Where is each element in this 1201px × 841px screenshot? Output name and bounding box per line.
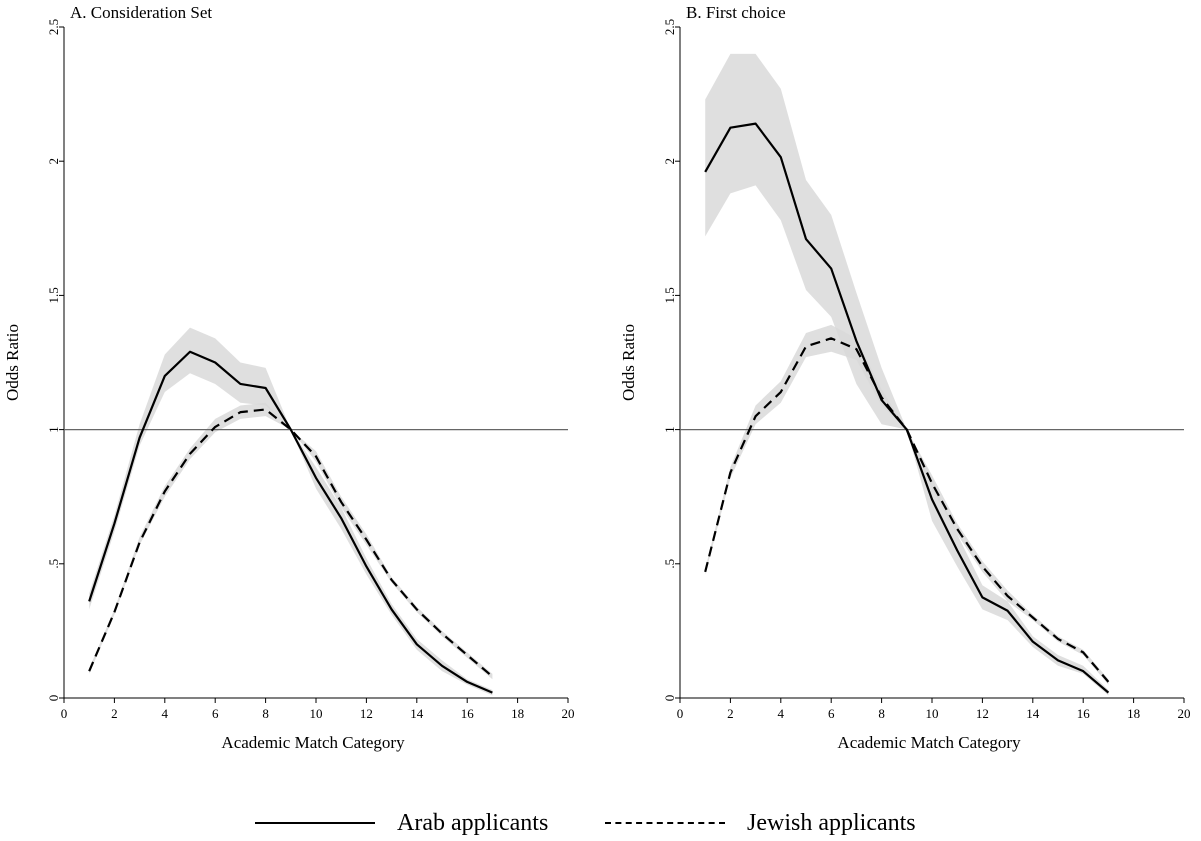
x-tick-label: 16	[1077, 706, 1091, 721]
series-line-jewish	[704, 337, 1110, 683]
panel-a: 0 .5 1 1.5 2 2.5 0 2 4 6 8 10 12 14 16 18 20 Academic Mat…	[3, 3, 575, 752]
ci-band	[89, 327, 493, 696]
y-axis-label: Odds Ratio	[619, 324, 638, 401]
x-tick-label: 16	[461, 706, 475, 721]
x-tick-label: 20	[1178, 706, 1191, 721]
legend-item-arab: Arab applicants	[255, 805, 548, 841]
y-tick-label: 0	[662, 695, 677, 702]
panel-b: 0 .5 1 1.5 2 2.5 0 2 4 6 8 10 12 14 16 18 20 Academic Mat…	[619, 3, 1191, 752]
y-tick-label: 2	[46, 158, 61, 165]
x-tick-label: 12	[976, 706, 989, 721]
x-axis-label: Academic Match Category	[837, 733, 1021, 752]
x-tick-label: 8	[878, 706, 885, 721]
ci-band	[705, 53, 1109, 696]
x-tick-label: 18	[1127, 706, 1140, 721]
panel-title: A. Consideration Set	[70, 3, 212, 22]
legend-swatch-solid	[255, 822, 375, 824]
y-tick-label: 1.5	[46, 287, 61, 303]
series-line-arab	[88, 350, 493, 694]
x-tick-label: 4	[162, 706, 169, 721]
y-tick-label: 1	[46, 426, 61, 433]
x-tick-label: 18	[511, 706, 524, 721]
legend-label-jewish: Jewish applicants	[747, 809, 916, 836]
x-tick-label: 0	[677, 706, 684, 721]
panel-title: B. First choice	[686, 3, 786, 22]
x-tick-label: 2	[111, 706, 118, 721]
x-tick-label: 10	[310, 706, 323, 721]
y-tick-label: 0	[46, 695, 61, 702]
x-tick-label: 4	[778, 706, 785, 721]
x-axis-label: Academic Match Category	[221, 733, 405, 752]
x-tick-label: 20	[562, 706, 575, 721]
x-tick-label: 6	[828, 706, 835, 721]
series-line-jewish	[88, 408, 494, 678]
x-tick-label: 14	[410, 706, 424, 721]
y-tick-label: .5	[662, 559, 677, 569]
x-tick-label: 14	[1026, 706, 1040, 721]
y-tick-label: .5	[46, 559, 61, 569]
y-tick-label: 1	[662, 426, 677, 433]
legend-swatch-dashed	[605, 822, 725, 824]
x-tick-label: 8	[262, 706, 269, 721]
legend-label-arab: Arab applicants	[397, 809, 549, 836]
x-tick-label: 6	[212, 706, 219, 721]
ci-band	[89, 402, 493, 680]
x-tick-label: 10	[926, 706, 939, 721]
y-tick-label: 2.5	[662, 19, 677, 35]
y-tick-label: 2	[662, 158, 677, 165]
y-axis-label: Odds Ratio	[3, 324, 22, 401]
legend: Arab applicants Jewish applicants	[0, 805, 1201, 841]
y-tick-label: 2.5	[46, 19, 61, 35]
x-tick-label: 2	[727, 706, 734, 721]
x-tick-label: 0	[61, 706, 68, 721]
y-tick-label: 1.5	[662, 287, 677, 303]
legend-item-jewish: Jewish applicants	[605, 805, 916, 841]
x-tick-label: 12	[360, 706, 373, 721]
